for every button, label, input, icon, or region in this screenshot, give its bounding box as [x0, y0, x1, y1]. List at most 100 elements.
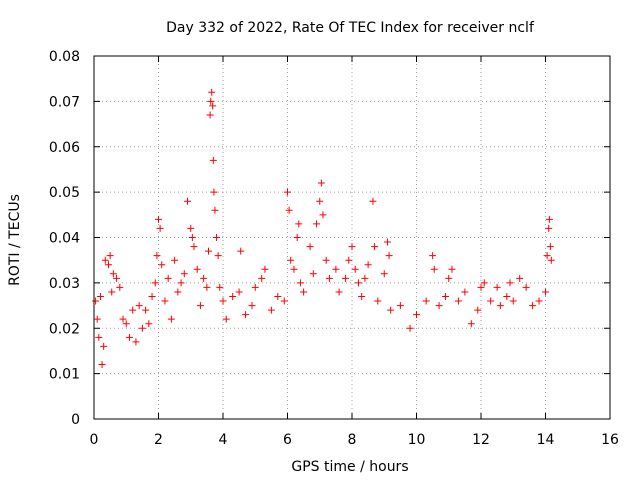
data-point: [364, 261, 372, 269]
data-point: [258, 274, 266, 282]
data-point: [290, 265, 298, 273]
data-point: [207, 97, 215, 105]
data-point: [187, 224, 195, 232]
data-point: [319, 211, 327, 219]
data-point: [316, 197, 324, 205]
data-point: [153, 252, 161, 260]
data-point: [145, 320, 153, 328]
data-point: [396, 302, 404, 310]
data-point: [387, 306, 395, 314]
x-tick-label: 0: [90, 432, 99, 448]
data-point: [461, 288, 469, 296]
data-points-layer: [92, 88, 555, 369]
data-point: [317, 179, 325, 187]
data-point: [332, 265, 340, 273]
y-tick-label: 0: [71, 412, 80, 428]
data-point: [445, 274, 453, 282]
data-point: [248, 302, 256, 310]
x-tick-label: 10: [408, 432, 426, 448]
x-tick-label: 12: [472, 432, 490, 448]
y-tick-label: 0.02: [49, 321, 80, 337]
data-point: [345, 256, 353, 264]
data-point: [506, 279, 514, 287]
data-point: [203, 283, 211, 291]
data-point: [219, 297, 227, 305]
data-point: [196, 302, 204, 310]
data-point: [222, 315, 230, 323]
data-point: [385, 252, 393, 260]
data-point: [342, 274, 350, 282]
data-point: [546, 243, 554, 251]
chart-title: Day 332 of 2022, Rate Of TEC Index for r…: [166, 20, 535, 36]
data-point: [547, 256, 555, 264]
data-point: [211, 206, 219, 214]
data-point: [213, 234, 221, 241]
data-point: [371, 243, 379, 251]
data-point: [300, 288, 308, 296]
data-point: [313, 220, 321, 228]
data-point: [161, 297, 169, 305]
data-point: [529, 302, 537, 310]
data-point: [242, 311, 250, 319]
data-point: [354, 279, 362, 287]
data-point: [348, 243, 356, 251]
data-point: [180, 270, 188, 278]
data-point: [214, 252, 222, 260]
data-point: [516, 274, 524, 282]
data-point: [284, 188, 291, 196]
data-point: [100, 342, 108, 350]
data-point: [477, 283, 485, 291]
data-point: [106, 252, 114, 260]
data-point: [116, 283, 124, 291]
data-point: [190, 243, 198, 251]
data-point: [101, 256, 109, 264]
data-point: [280, 297, 288, 305]
data-point: [480, 279, 488, 287]
x-tick-label: 2: [154, 432, 163, 448]
data-point: [132, 338, 140, 346]
data-point: [125, 333, 133, 341]
data-point: [351, 265, 359, 273]
data-point: [155, 215, 162, 223]
data-point: [119, 315, 127, 323]
data-point: [237, 247, 245, 255]
data-point: [422, 297, 430, 305]
data-point: [287, 256, 295, 264]
data-point: [267, 306, 275, 314]
data-point: [380, 270, 388, 278]
data-point: [210, 188, 218, 196]
grid-layer: [94, 56, 610, 419]
data-point: [285, 206, 293, 214]
data-point: [92, 297, 100, 305]
data-point: [374, 297, 382, 305]
data-point: [251, 283, 259, 291]
data-point: [358, 292, 366, 300]
y-tick-label: 0.04: [49, 231, 80, 247]
data-point: [545, 224, 553, 232]
data-point: [151, 279, 159, 287]
x-tick-label: 16: [601, 432, 619, 448]
y-axis-title: ROTI / TECUs: [7, 194, 23, 286]
data-point: [129, 306, 137, 314]
data-point: [487, 297, 495, 305]
data-point: [369, 197, 377, 205]
data-point: [335, 288, 343, 296]
data-point: [200, 274, 208, 282]
data-point: [167, 315, 175, 323]
y-tick-label: 0.05: [49, 185, 80, 201]
y-tick-label: 0.08: [49, 49, 80, 65]
data-point: [442, 292, 450, 300]
data-point: [474, 306, 482, 314]
x-tick-label: 4: [219, 432, 228, 448]
data-point: [467, 320, 475, 328]
data-point: [138, 324, 146, 332]
data-point: [261, 265, 269, 273]
data-point: [522, 283, 530, 291]
x-axis-title: GPS time / hours: [291, 459, 408, 475]
data-point: [383, 238, 391, 246]
data-point: [193, 265, 201, 273]
data-point: [174, 288, 182, 296]
data-point: [122, 320, 130, 328]
data-point: [148, 292, 156, 300]
